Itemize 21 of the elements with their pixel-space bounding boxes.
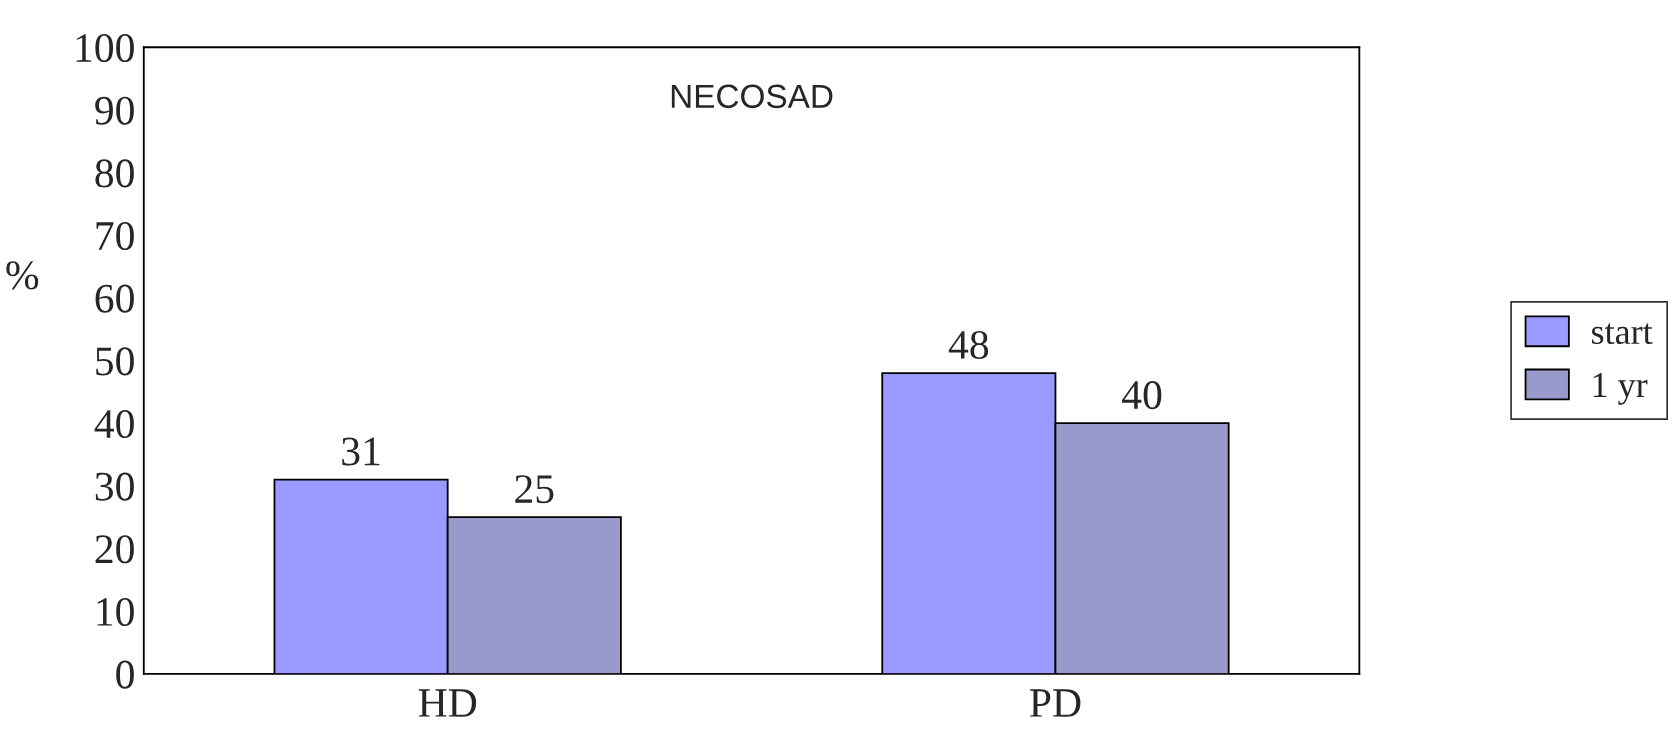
y-tick-label: 20 (95, 535, 134, 564)
y-tick-label: 10 (97, 597, 134, 626)
y-tick-label: 80 (95, 159, 134, 188)
y-axis-title: % (6, 261, 39, 290)
x-tick-label: HD (418, 689, 477, 717)
data-label: 25 (515, 475, 554, 504)
y-tick-label: 100 (76, 33, 134, 63)
y-tick-label: 90 (95, 96, 134, 125)
y-tick-label: 0 (116, 660, 134, 689)
data-label: 40 (1122, 381, 1162, 410)
y-tick-label: 50 (96, 347, 134, 376)
legend-label: start (1592, 323, 1653, 345)
y-tick-label: 40 (94, 409, 134, 439)
data-label: 31 (342, 437, 380, 466)
y-tick-label: 60 (95, 284, 134, 313)
y-tick-label: 70 (96, 221, 134, 251)
y-tick-label: 30 (95, 472, 134, 501)
text: NECOSAD (671, 84, 833, 109)
x-tick-label: PD (1030, 689, 1081, 717)
data-label: 48 (948, 330, 989, 360)
legend-label: 1 yr (1593, 373, 1648, 405)
